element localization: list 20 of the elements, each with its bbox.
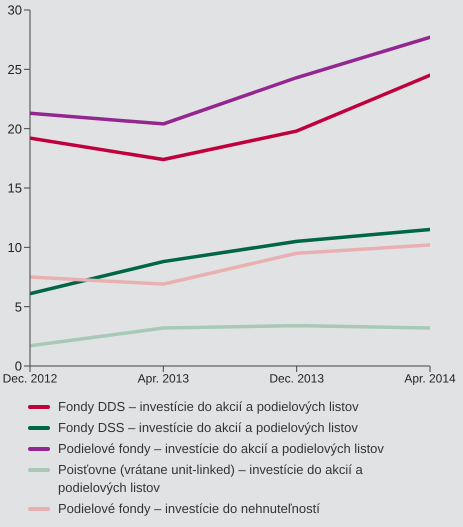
legend-label: Fondy DDS – investície do akcií a podielových listov bbox=[58, 398, 359, 416]
y-tick-label: 15 bbox=[8, 180, 22, 196]
line-series bbox=[30, 228, 430, 296]
y-tick-label: 10 bbox=[8, 240, 22, 255]
line-series bbox=[30, 243, 430, 286]
line-series bbox=[30, 74, 430, 162]
legend-label: Podielové fondy – investície do akcií a podielových listov bbox=[58, 440, 384, 458]
x-tick-label: Dec. 2012 bbox=[2, 372, 58, 386]
line-series bbox=[30, 36, 430, 126]
legend-label: Podielové fondy – investície do nehnuteľností bbox=[58, 500, 320, 518]
legend-label: Fondy DSS – investície do akcií a podielových listov bbox=[58, 419, 358, 437]
y-tick-label: 20 bbox=[8, 121, 22, 136]
y-tick-label: 30 bbox=[8, 2, 22, 18]
y-tick-label: 5 bbox=[14, 299, 22, 314]
legend-label: Poisťovne (vrátane unit-linked) – investície do akcií a podielových listov bbox=[58, 461, 364, 497]
x-tick-label: Apr. 2014 bbox=[404, 372, 456, 386]
y-tick-label: 25 bbox=[8, 62, 22, 77]
x-tick-label: Dec. 2013 bbox=[269, 372, 324, 386]
y-tick-label: 0 bbox=[14, 358, 22, 374]
x-tick-label: Apr. 2013 bbox=[138, 372, 190, 386]
